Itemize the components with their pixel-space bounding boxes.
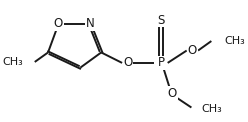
- Text: S: S: [157, 14, 165, 27]
- Text: CH₃: CH₃: [3, 57, 23, 67]
- Text: O: O: [188, 44, 197, 57]
- Text: CH₃: CH₃: [201, 104, 222, 114]
- Text: CH₃: CH₃: [225, 36, 245, 46]
- Text: O: O: [123, 56, 132, 69]
- Text: O: O: [54, 17, 63, 30]
- Text: P: P: [157, 56, 164, 69]
- Text: N: N: [86, 17, 94, 30]
- Text: O: O: [168, 87, 177, 100]
